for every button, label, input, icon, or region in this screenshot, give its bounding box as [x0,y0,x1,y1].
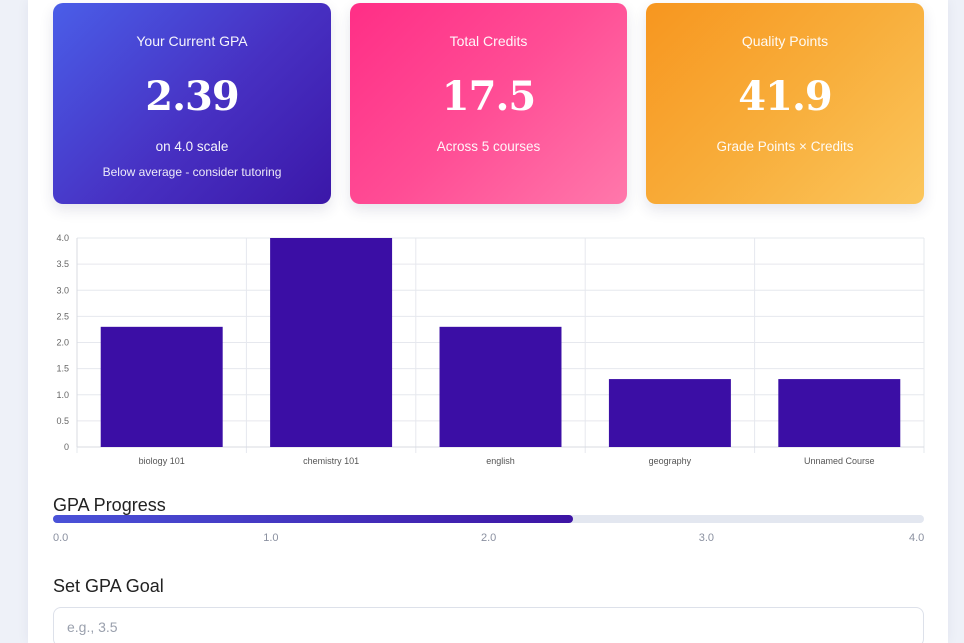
y-tick-label: 2.0 [56,338,69,348]
total-credits-label: Total Credits [449,33,528,49]
y-tick-label: 3.5 [56,259,69,269]
current-gpa-label: Your Current GPA [136,33,248,49]
course-grade-chart: 0 0.5 1.0 1.5 2.0 2.5 3.0 3.5 4.0 biology 101 chem… [56,233,925,466]
gpa-goal-input[interactable] [53,607,924,643]
quality-points-label: Quality Points [741,33,829,49]
current-gpa-card: Your Current GPA 2.39 on 4.0 scale Below… [53,3,331,204]
chart-bar [100,326,223,447]
gpa-goal-title: Set GPA Goal [53,576,164,596]
gpa-scale-text: on 4.0 scale [155,139,229,154]
chart-bar [778,379,901,447]
progress-scale-label: 4.0 [909,532,925,544]
y-tick-label: 0 [64,442,69,452]
gpa-advice-text: Below average - consider tutoring [102,165,282,179]
current-gpa-value: 2.39 [145,73,239,120]
gpa-progress-title: GPA Progress [53,495,166,515]
total-credits-card: Total Credits 17.5 Across 5 courses [350,3,627,204]
progress-scale-label: 2.0 [481,532,497,544]
y-tick-label: 2.5 [56,311,69,321]
progress-scale-label: 0.0 [53,532,69,544]
gpa-progress-scale: 0.0 1.0 2.0 3.0 4.0 [53,532,924,546]
x-tick-label: english [486,456,515,466]
chart-bar [270,238,393,447]
x-tick-label: chemistry 101 [303,456,359,466]
y-tick-label: 1.5 [56,364,69,374]
y-tick-label: 0.5 [56,416,69,426]
total-credits-value: 17.5 [441,73,536,120]
progress-scale-label: 3.0 [698,532,715,544]
x-tick-label: biology 101 [139,456,185,466]
quality-points-value: 41.9 [738,73,832,120]
progress-scale-label: 1.0 [263,532,279,544]
y-tick-label: 4.0 [56,233,69,243]
chart-bar [439,326,562,447]
gpa-progress-track [53,515,924,523]
chart-bar [608,379,731,447]
course-count-text: Across 5 courses [436,139,541,154]
x-tick-label: Unnamed Course [804,456,875,466]
quality-points-card: Quality Points 41.9 Grade Points × Credi… [646,3,924,204]
quality-points-formula: Grade Points × Credits [716,139,854,154]
y-tick-label: 1.0 [56,390,69,400]
y-tick-label: 3.0 [56,285,69,295]
x-tick-label: geography [649,456,692,466]
gpa-progress-fill [53,515,574,523]
